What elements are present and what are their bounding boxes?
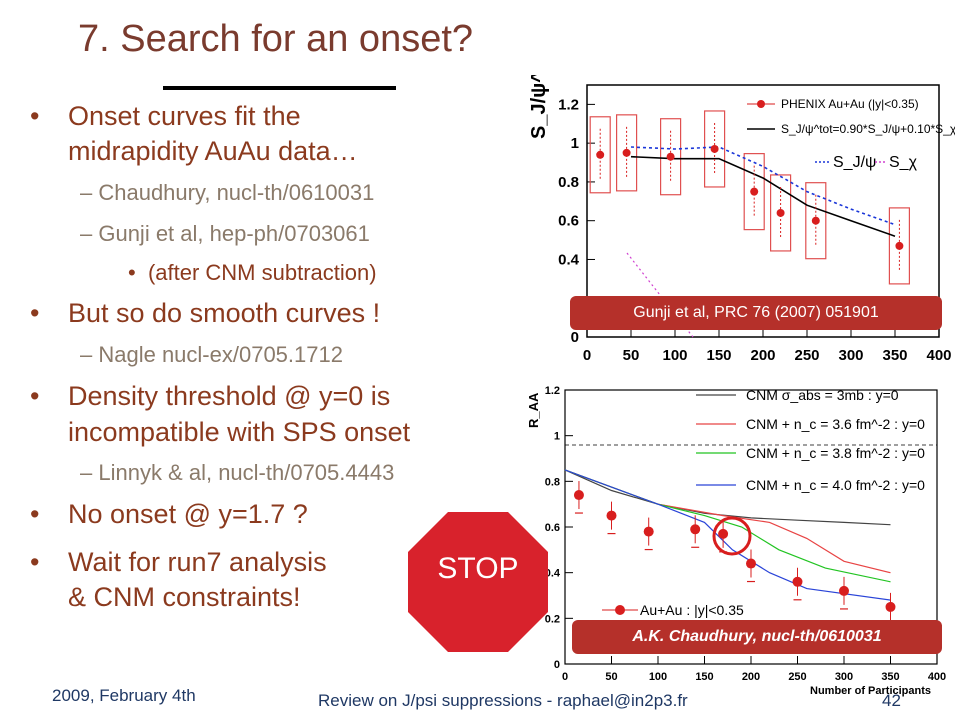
- legend-chi: S_χ: [889, 154, 918, 171]
- data-point: [710, 144, 719, 153]
- data-point: [718, 528, 729, 539]
- y-tick-label: 0.8: [558, 174, 579, 191]
- data-point: [750, 187, 759, 196]
- y-tick-label: 0: [554, 659, 560, 671]
- data-point: [839, 585, 849, 596]
- y-tick-label: 1.2: [558, 96, 579, 113]
- stop-label: STOP: [437, 552, 519, 585]
- y-tick-label: 1: [554, 431, 560, 443]
- data-point: [690, 524, 701, 535]
- legend-nc36: CNM + n_c = 3.6 fm^-2 : y=0: [746, 416, 925, 432]
- y-tick-label: 0.6: [558, 213, 579, 230]
- x-tick-label: 100: [649, 671, 667, 683]
- systematic-box: [770, 174, 792, 252]
- data-point: [622, 148, 631, 157]
- y-tick-label: 0: [571, 329, 579, 346]
- x-tick-label: 300: [835, 671, 853, 683]
- total-survival-curve: [630, 155, 896, 237]
- legend-data: Au+Au : |y|<0.35: [640, 602, 744, 618]
- y-tick-label: 0.4: [545, 568, 561, 580]
- x-tick-label: 50: [623, 347, 640, 364]
- data-point: [746, 558, 756, 569]
- y-axis-label: S_J/ψ^tot: [528, 75, 550, 139]
- systematic-box: [888, 207, 910, 285]
- bullet-1-sub3: • (after CNM subtraction): [128, 260, 377, 285]
- legend-jpsi: S_J/ψ: [833, 154, 876, 171]
- legend-cnm: CNM σ_abs = 3mb : y=0: [746, 387, 899, 403]
- bullet-2-sub1: – Nagle nucl-ex/0705.1712: [80, 342, 343, 367]
- bullet-3-sub1: – Linnyk & al, nucl-th/0705.4443: [80, 460, 395, 485]
- x-tick-label: 250: [794, 347, 819, 364]
- data-point: [666, 152, 675, 161]
- onset-chart-gunji: S_J/ψ^tot 0 0.4 0.6 0.8 1 1.2 0 50 100 150 200 250…: [528, 75, 955, 364]
- raa-chart-chaudhury: R_AA Number of Participants 0 0.2 0.4 0.6 0.…: [526, 385, 946, 697]
- stop-sign-icon: [408, 512, 548, 652]
- systematic-box: [615, 114, 638, 192]
- data-point: [885, 601, 896, 612]
- legend-nc40: CNM + n_c = 4.0 fm^-2 : y=0: [746, 477, 925, 493]
- legend-total: S_J/ψ^tot=0.90*S_J/ψ+0.10*S_χ: [781, 122, 955, 136]
- x-tick-label: 350: [882, 347, 907, 364]
- bullet-1-sub2: – Gunji et al, hep-ph/0703061: [80, 221, 370, 246]
- footer-date: 2009, February 4th: [52, 686, 196, 705]
- systematic-box: [660, 118, 682, 196]
- model-curve: [564, 469, 891, 601]
- x-tick-label: 250: [788, 671, 806, 683]
- x-tick-label: 400: [928, 671, 946, 683]
- data-point: [643, 526, 654, 537]
- legend-data: PHENIX Au+Au (|y|<0.35): [781, 97, 919, 111]
- x-tick-label: 200: [742, 671, 760, 683]
- x-tick-label: 0: [583, 347, 591, 364]
- data-point: [811, 216, 820, 225]
- data-point: [895, 241, 904, 250]
- y-tick-label: 0.8: [545, 476, 560, 488]
- data-point: [606, 510, 617, 521]
- caption-gunji: Gunji et al, PRC 76 (2007) 051901: [570, 296, 942, 330]
- y-tick-label: 1.2: [545, 385, 560, 397]
- model-curve: [564, 469, 891, 526]
- highlight-circle: [712, 516, 752, 556]
- bullet-1-sub1: – Chaudhury, nucl-th/0610031: [80, 180, 375, 205]
- jpsi-survival-curve: [630, 146, 896, 226]
- x-tick-label: 100: [662, 347, 687, 364]
- data-point: [776, 208, 785, 217]
- x-tick-label: 50: [605, 671, 617, 683]
- x-tick-label: 0: [562, 671, 568, 683]
- page-number: 42: [882, 691, 901, 710]
- plot-frame: [564, 389, 938, 665]
- plot-frame: [586, 84, 940, 338]
- footer-center: Review on J/psi suppressions - raphael@i…: [318, 691, 688, 710]
- systematic-box: [805, 182, 827, 260]
- systematic-box: [704, 110, 726, 188]
- y-tick-label: 1: [571, 135, 579, 152]
- caption-chaudhury: A.K. Chaudhury, nucl-th/0610031: [572, 620, 942, 654]
- x-tick-label: 200: [750, 347, 775, 364]
- y-tick-label: 0.4: [558, 251, 580, 268]
- legend-nc38: CNM + n_c = 3.8 fm^-2 : y=0: [746, 445, 925, 461]
- x-tick-label: 150: [695, 671, 713, 683]
- y-axis-label: R_AA: [526, 392, 541, 428]
- x-tick-label: 400: [926, 347, 951, 364]
- x-tick-label: 150: [706, 347, 731, 364]
- y-tick-label: 0.6: [545, 522, 560, 534]
- systematic-box: [743, 153, 765, 231]
- data-point: [573, 490, 584, 501]
- slide-title: 7. Search for an onset?: [78, 18, 474, 60]
- x-axis-label: Number of Participants: [810, 685, 931, 697]
- data-point: [596, 150, 605, 159]
- x-tick-label: 300: [838, 347, 863, 364]
- y-tick-label: 0.2: [545, 613, 560, 625]
- x-tick-label: 350: [881, 671, 899, 683]
- title-underline: [163, 86, 396, 90]
- data-point: [792, 576, 803, 587]
- systematic-box: [589, 116, 611, 194]
